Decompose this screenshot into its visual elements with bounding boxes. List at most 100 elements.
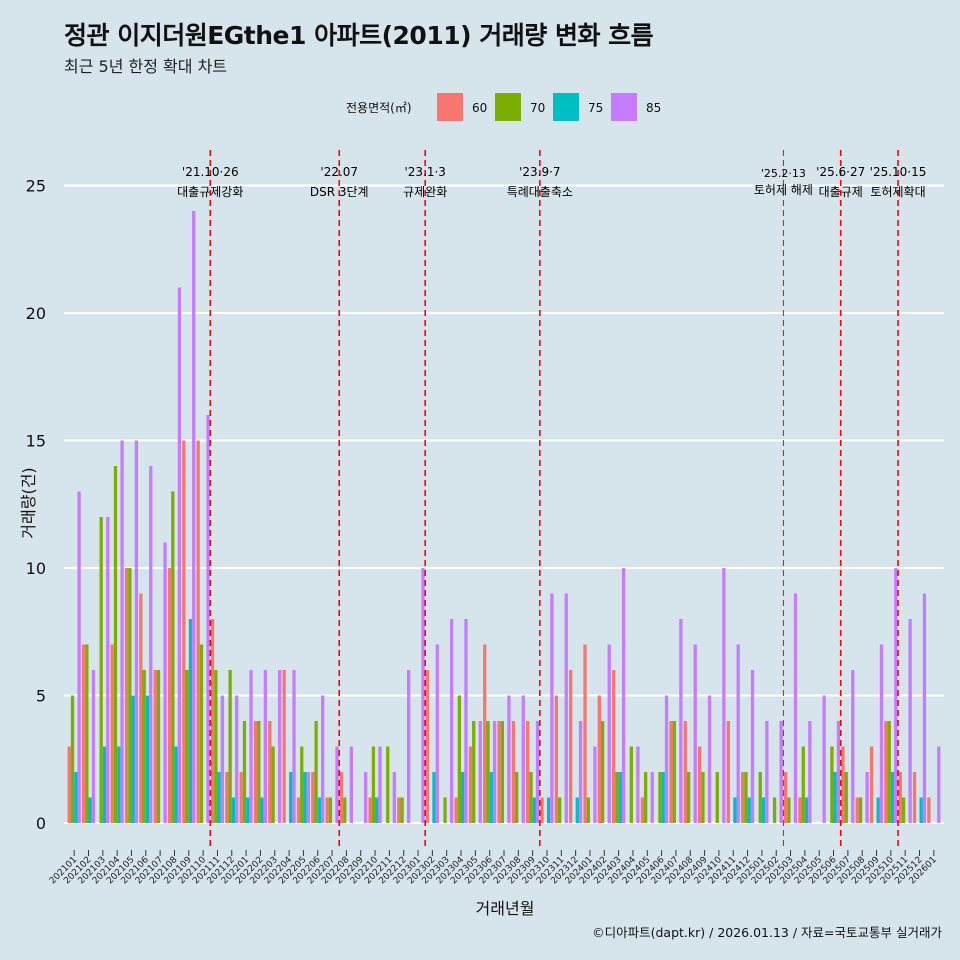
bar-75-202106: [145, 695, 150, 823]
bar-85-202203: [278, 670, 282, 823]
bar-70-202107: [156, 670, 161, 823]
bar-70-202506: [830, 746, 834, 823]
event-date: '22.07: [320, 165, 358, 179]
bar-85-202209: [364, 772, 368, 823]
bar-75-202101: [74, 772, 78, 823]
bar-60-202409: [698, 746, 702, 823]
bar-85-202407: [679, 619, 683, 823]
bar-75-202304: [461, 772, 465, 823]
bar-85-202402: [607, 644, 611, 823]
bar-85-202207: [335, 746, 339, 823]
bar-85-202312: [578, 721, 583, 823]
bar-75-202512: [919, 797, 923, 823]
event-date: '25.10·15: [870, 165, 927, 179]
bar-75-202403: [618, 772, 622, 823]
bar-70-202112: [228, 670, 232, 823]
bar-60-202104: [110, 644, 114, 823]
bar-75-202504: [804, 797, 809, 823]
bar-60-202504: [798, 797, 802, 823]
bar-70-202106: [142, 670, 146, 823]
legend-label-60: 60: [472, 101, 487, 115]
legend-title: 전용면적(㎡): [346, 101, 412, 115]
bar-85-202201: [249, 670, 253, 823]
bar-85-202507: [851, 670, 855, 823]
bar-60-202207: [325, 797, 329, 823]
bar-70-202304: [457, 695, 462, 823]
bar-60-202102: [81, 644, 86, 823]
bar-85-202301: [421, 568, 425, 823]
legend-swatch-75: [553, 93, 579, 121]
bar-60-202201: [239, 772, 243, 823]
bar-70-202502: [772, 797, 777, 823]
bar-85-202311: [564, 593, 568, 823]
bar-85-202601: [937, 746, 941, 823]
bar-85-202505: [822, 695, 826, 823]
bar-75-202312: [575, 797, 579, 823]
legend-swatch-70: [495, 93, 521, 121]
bar-85-202306: [492, 721, 497, 823]
bar-70-202305: [472, 721, 476, 823]
y-tick-label: 10: [26, 559, 46, 578]
bar-75-202302: [432, 772, 436, 823]
bar-85-202204: [292, 670, 296, 823]
bar-75-202102: [88, 797, 92, 823]
bar-75-202310: [546, 797, 551, 823]
y-tick-label: 15: [26, 432, 46, 451]
bar-75-202306: [489, 772, 493, 823]
y-axis-title: 거래량(건): [19, 467, 38, 538]
bar-70-202503: [787, 797, 791, 823]
bar-70-202206: [314, 721, 318, 823]
legend-label-75: 75: [588, 101, 603, 115]
bar-85-202408: [693, 644, 697, 823]
bar-60-202311: [554, 695, 559, 823]
bar-70-202308: [515, 772, 519, 823]
bar-85-202406: [664, 695, 669, 823]
bar-85-202503: [793, 593, 798, 823]
bar-70-202202: [257, 721, 261, 823]
bar-60-202403: [612, 670, 616, 823]
legend-label-85: 85: [646, 101, 661, 115]
bar-75-202111: [217, 772, 221, 823]
bar-60-202411: [726, 721, 730, 823]
bar-85-202101: [77, 491, 81, 823]
bar-85-202210: [378, 746, 382, 823]
bar-85-202511: [908, 619, 912, 823]
bar-60-202302: [425, 670, 430, 823]
bar-60-202210: [368, 797, 372, 823]
bar-70-202405: [643, 772, 648, 823]
legend-swatch-60: [437, 93, 463, 121]
bar-70-202409: [701, 772, 705, 823]
bar-85-202111: [220, 695, 225, 823]
bar-70-202110: [199, 644, 204, 823]
event-date: '23.9·7: [519, 165, 560, 179]
bar-70-202306: [486, 721, 490, 823]
y-tick-label: 25: [26, 177, 46, 196]
y-tick-label: 0: [36, 814, 46, 833]
bar-85-202412: [750, 670, 755, 823]
bar-60-202101: [67, 746, 71, 823]
bar-75-202105: [131, 695, 135, 823]
y-tick-label: 5: [36, 687, 46, 706]
bar-85-202409: [707, 695, 712, 823]
bar-70-202103: [99, 517, 103, 823]
bar-85-202403: [621, 568, 626, 823]
bar-75-202103: [102, 746, 107, 823]
bar-70-202108: [171, 491, 175, 823]
bar-85-202104: [120, 440, 124, 823]
bar-75-202412: [747, 797, 751, 823]
source-caption: ©디아파트(dapt.kr) / 2026.01.13 / 자료=국토교통부 실…: [592, 925, 942, 940]
bar-70-202410: [715, 772, 719, 823]
event-date: '21.10·26: [182, 165, 239, 179]
bar-85-202205: [306, 772, 311, 823]
bar-60-202308: [511, 721, 516, 823]
bar-85-202504: [808, 721, 812, 823]
bar-85-202310: [550, 593, 554, 823]
bar-85-202405: [650, 772, 654, 823]
bar-60-202503: [783, 772, 788, 823]
y-axis: 0 5 10 15 20 25: [26, 177, 46, 834]
bar-70-202406: [658, 772, 662, 823]
bar-85-202510: [894, 568, 898, 823]
bar-85-202410: [722, 568, 726, 823]
bar-70-202212: [400, 797, 404, 823]
